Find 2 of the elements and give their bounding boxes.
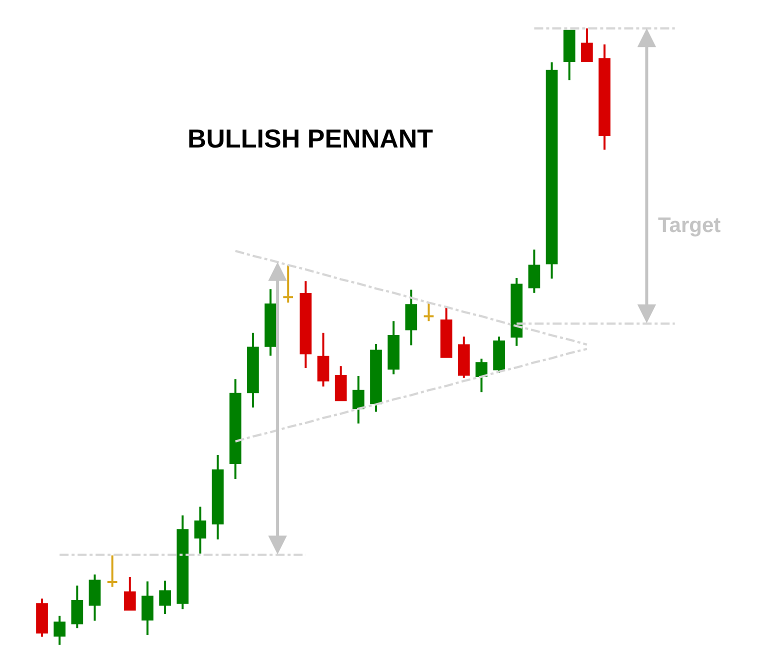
text: BULLISH PENNANT [187,123,434,154]
annotation: Target [658,214,721,237]
